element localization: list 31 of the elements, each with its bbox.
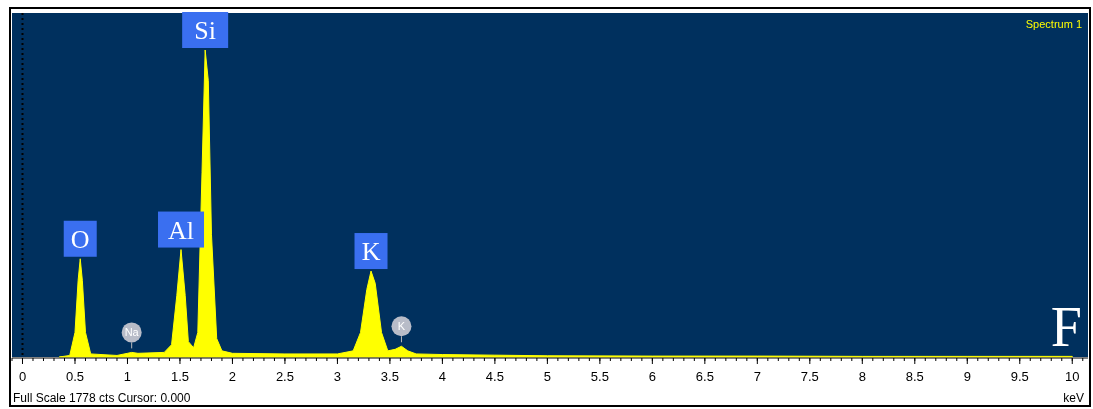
annotation: O [70,224,90,254]
x-tick-label: 6 [648,369,656,384]
annotation: Na [124,326,140,339]
x-tick-label: 9.5 [1010,369,1029,384]
annotation: F [1050,296,1082,358]
x-tick-label: 6.5 [695,369,714,384]
annotation: K [397,320,406,333]
annotation: K [361,237,381,267]
x-tick-label: 8.5 [905,369,924,384]
annotation: Si [194,16,216,45]
x-tick-label: 2.5 [275,369,294,384]
x-tick-label: 7.5 [800,369,819,384]
chart-title: Spectrum 1 [1025,18,1082,30]
x-tick-label: 9 [963,369,971,384]
x-tick-label: 10 [1065,369,1080,384]
x-tick-label: 3.5 [380,369,399,384]
x-tick-label: 4.5 [485,369,504,384]
x-tick-label: 0 [18,369,27,384]
x-tick-label: 0.5 [65,369,85,384]
text: Full Scale 1778 cts Cursor: 0.000 [13,391,191,405]
x-tick-label: 8 [858,369,866,384]
x-tick-label: 3 [333,369,342,384]
x-tick-label: 2 [228,369,237,384]
x-tick-label: 7 [753,369,761,384]
x-tick-label: 4 [438,369,447,384]
annotation: Al [168,215,195,245]
x-tick-label: 1 [123,369,132,384]
x-tick-label: 5 [543,369,551,384]
x-tick-label: 5.5 [590,369,609,384]
x-axis-title: keV [1063,391,1084,405]
x-tick-label: 1.5 [170,369,189,384]
